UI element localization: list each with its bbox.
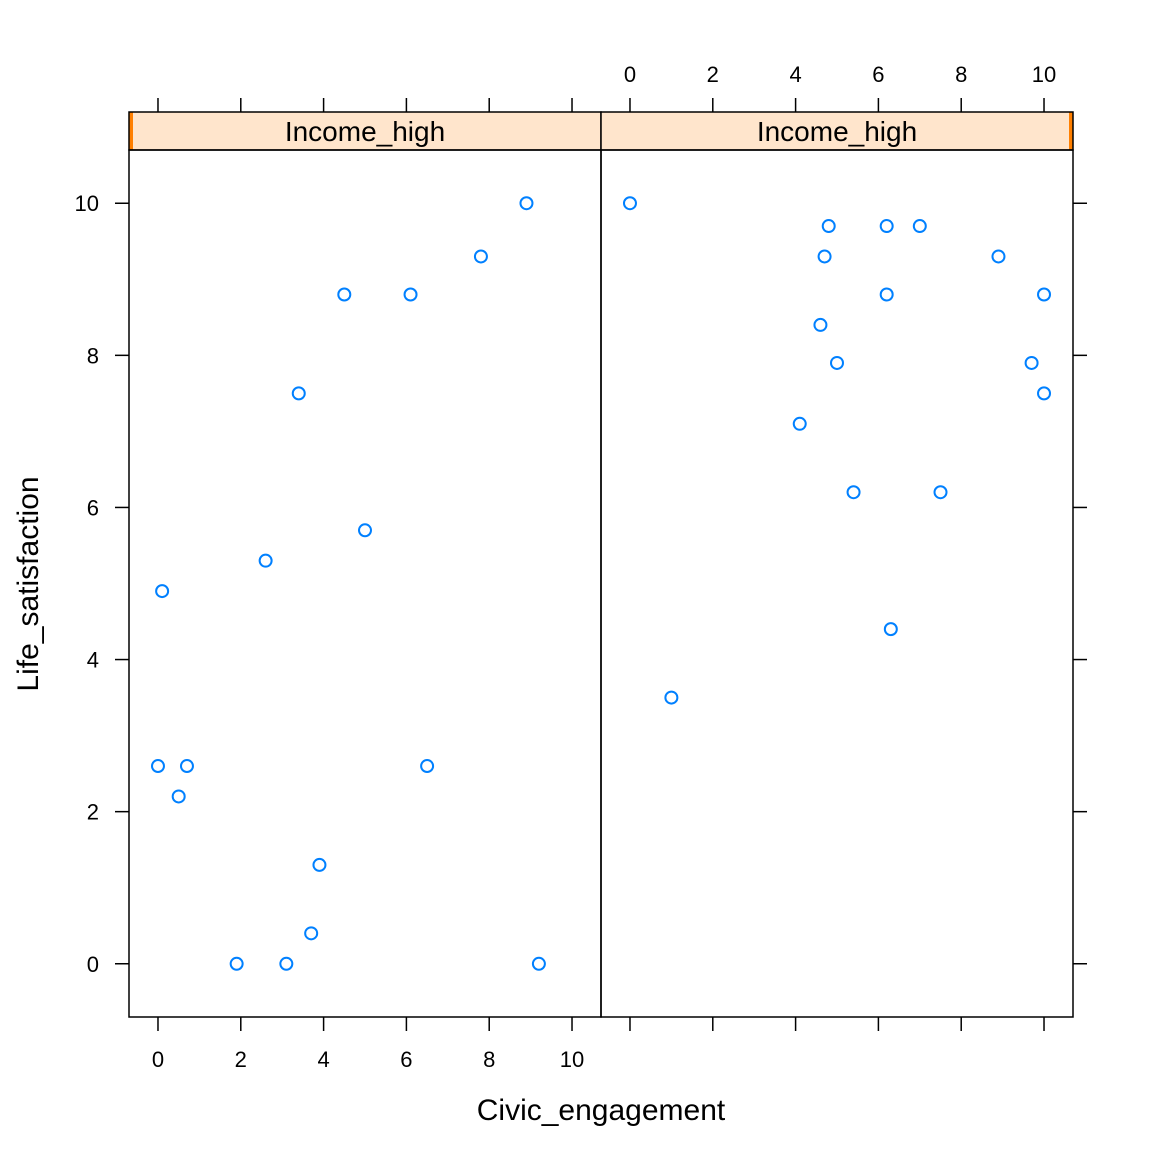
- data-point: [291, 386, 306, 401]
- data-point: [337, 287, 352, 302]
- panel-frame: [128, 149, 602, 1018]
- data-point: [991, 249, 1006, 264]
- data-point: [519, 196, 534, 211]
- data-point: [358, 523, 372, 538]
- strip-label: Income_high: [757, 116, 917, 147]
- y-tick-label: 8: [87, 343, 99, 368]
- panel-frame: [600, 149, 1074, 1018]
- y-tick-label: 0: [87, 952, 99, 977]
- strip-level-indicator: [129, 112, 133, 150]
- data-point: [155, 584, 170, 599]
- x-tick-label-bottom: 8: [483, 1047, 495, 1072]
- data-point: [1037, 287, 1052, 302]
- data-point: [304, 926, 319, 941]
- data-point: [821, 219, 836, 234]
- data-point: [664, 690, 679, 705]
- x-tick-label-top: 2: [707, 62, 719, 87]
- strip-level-indicator: [1069, 112, 1073, 150]
- data-point: [830, 355, 844, 370]
- data-point: [883, 622, 898, 637]
- x-tick-label-bottom: 10: [560, 1047, 584, 1072]
- data-point: [473, 249, 488, 264]
- x-tick-label-top: 10: [1032, 62, 1056, 87]
- data-point: [229, 956, 244, 971]
- data-point: [622, 196, 637, 211]
- panels-layer: Income_high 0 2 4 6 8 10 0 2 4 6 8 10 Income_high 0 2 4 6…: [75, 62, 1087, 1072]
- y-tick-label: 2: [87, 800, 99, 825]
- y-axis-title: Life_satisfaction: [12, 476, 45, 691]
- data-point: [1024, 355, 1039, 370]
- x-tick-label-bottom: 4: [317, 1047, 329, 1072]
- data-point: [879, 287, 894, 302]
- x-tick-label-top: 8: [955, 62, 967, 87]
- x-tick-label-top: 4: [789, 62, 801, 87]
- x-tick-label-top: 6: [872, 62, 884, 87]
- panel-2: Income_high 0 2 4 6 8 10: [600, 62, 1087, 1031]
- strip-background: [129, 112, 601, 150]
- y-tick-label: 10: [75, 191, 99, 216]
- x-axis-title: Civic_engagement: [477, 1094, 726, 1127]
- data-point: [813, 317, 828, 332]
- x-tick-label-bottom: 0: [152, 1047, 164, 1072]
- data-point: [912, 219, 927, 234]
- data-point: [846, 485, 861, 500]
- data-point: [531, 956, 546, 971]
- data-point: [420, 759, 435, 774]
- data-point: [403, 287, 418, 302]
- y-tick-label: 6: [87, 495, 99, 520]
- data-point: [817, 249, 832, 264]
- x-tick-label-top: 0: [624, 62, 636, 87]
- data-point: [171, 789, 186, 804]
- x-tick-label-bottom: 6: [400, 1047, 412, 1072]
- data-point: [1037, 386, 1052, 401]
- strip-label: Income_high: [285, 116, 445, 147]
- y-tick-label: 4: [87, 648, 99, 673]
- panel-1: Income_high 0 2 4 6 8 10 0 2 4 6 8 10: [75, 98, 602, 1072]
- strip-background: [601, 112, 1073, 150]
- data-point: [312, 857, 327, 872]
- data-point: [258, 553, 273, 568]
- data-point: [150, 759, 165, 774]
- data-point: [179, 759, 194, 774]
- data-point: [792, 416, 807, 431]
- x-tick-label-bottom: 2: [235, 1047, 247, 1072]
- data-point: [933, 485, 948, 500]
- data-point: [279, 956, 294, 971]
- data-point: [879, 219, 894, 234]
